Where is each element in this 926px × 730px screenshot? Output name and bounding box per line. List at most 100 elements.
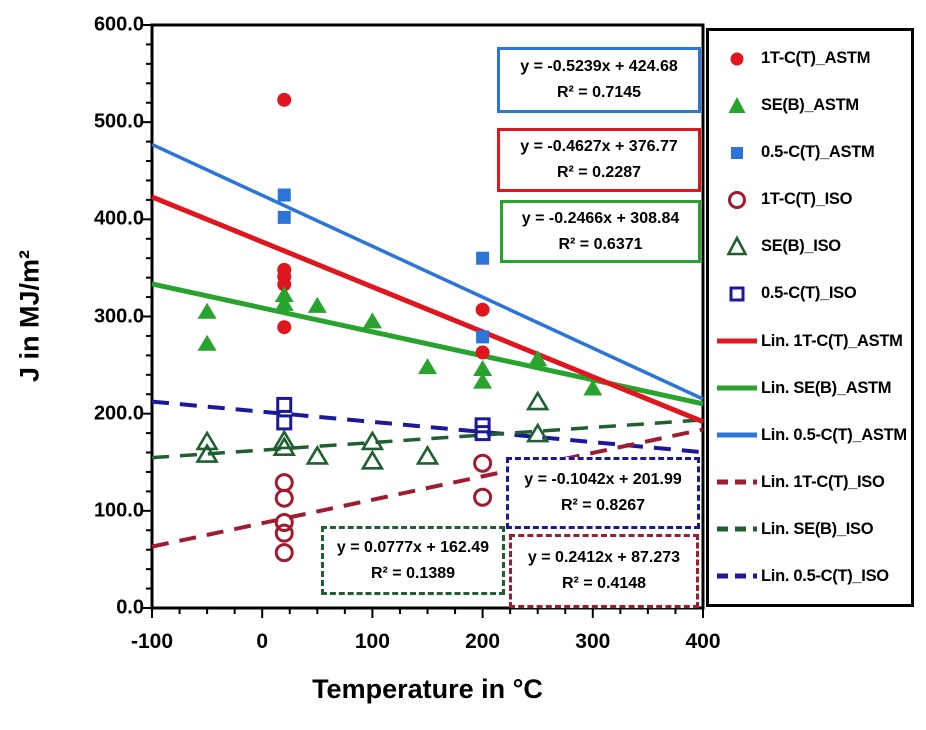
equation-text: R² = 0.1389: [370, 564, 456, 582]
data-point-se-b-iso: [360, 449, 385, 470]
data-point-0-5-c-t-astm: [277, 188, 291, 202]
x-tick-label: 300: [575, 630, 611, 653]
square-marker-swatch: [731, 146, 743, 159]
y-tick-label: 300.0: [93, 305, 144, 327]
x-tick-label: -100: [130, 630, 174, 653]
equation-text: R² = 0.4148: [561, 575, 647, 592]
legend-item: Lin. 1T-C(T)_ASTM: [715, 319, 911, 363]
x-axis-title: Temperature in °C: [312, 674, 543, 704]
dashed-line-swatch: [717, 573, 757, 579]
legend-marker-icon: [730, 52, 744, 66]
data-point-se-b-iso: [305, 444, 330, 465]
solid-line-swatch: [717, 338, 757, 344]
equation-box: y = -0.5239x + 424.68 R² = 0.7145: [497, 47, 701, 113]
equation-box: y = -0.2466x + 308.84 R² = 0.6371: [500, 200, 701, 263]
legend-item-label: Lin. 1T-C(T)_ASTM: [761, 331, 903, 350]
legend-item: 1T-C(T)_ISO: [715, 178, 911, 222]
legend-item-label: SE(B)_ASTM: [761, 96, 859, 115]
y-tick-label: 600.0: [93, 13, 144, 36]
legend-item: 0.5-C(T)_ISO: [715, 272, 911, 316]
data-point-se-b-astm: [197, 302, 217, 319]
legend-item-label: 0.5-C(T)_ISO: [761, 284, 857, 303]
data-point-1t-c-t-astm: [277, 277, 292, 292]
data-point-0-5-c-t-astm: [277, 210, 291, 224]
equation-box: y = -0.4627x + 376.77 R² = 0.2287: [497, 128, 701, 192]
data-point-se-b-iso: [272, 429, 297, 450]
y-axis-title: J in MJ/m²: [14, 249, 45, 383]
data-point-0-5-c-t-astm: [476, 330, 490, 344]
circle-marker-swatch: [730, 52, 744, 66]
legend-item-label: Lin. SE(B)_ASTM: [761, 378, 892, 397]
trendline-lin-1t-c-t-iso: [151, 427, 704, 549]
data-point-se-b-astm: [274, 286, 294, 303]
trendline-lin-0-5-c-t-astm: [151, 142, 704, 401]
legend-item: Lin. SE(B)_ASTM: [715, 366, 911, 410]
legend-marker-icon: [728, 190, 746, 209]
triangle-marker-swatch: [728, 96, 746, 113]
equation-box: y = 0.2412x + 87.273 R² = 0.4148: [509, 534, 699, 608]
square-marker-swatch: [729, 286, 745, 302]
equation-box: y = 0.0777x + 162.49 R² = 0.1389: [321, 526, 505, 595]
data-point-1t-c-t-iso: [274, 512, 294, 532]
data-point-se-b-astm: [197, 334, 217, 351]
data-point-se-b-iso: [272, 436, 297, 457]
equation-text: y = 0.0777x + 162.49: [336, 538, 490, 556]
legend-item: Lin. SE(B)_ISO: [715, 507, 911, 551]
legend-item-label: Lin. SE(B)_ISO: [761, 519, 874, 538]
data-point-0-5-c-t-astm: [476, 251, 490, 265]
data-point-se-b-astm: [583, 379, 603, 396]
equation-text: y = -0.5239x + 424.68: [520, 58, 678, 76]
dashed-line-swatch: [717, 526, 757, 532]
trendline-lin-1t-c-t-astm: [151, 194, 704, 425]
data-point-se-b-iso: [195, 442, 219, 463]
data-point-se-b-astm: [274, 294, 294, 311]
data-point-1t-c-t-iso: [473, 453, 493, 473]
legend-item-label: Lin. 0.5-C(T)_ASTM: [761, 425, 907, 444]
legend-marker-icon: [731, 146, 743, 159]
x-tick-label: 0: [256, 630, 269, 653]
legend-item: 1T-C(T)_ASTM: [715, 37, 911, 81]
data-point-se-b-astm: [362, 312, 382, 329]
data-point-se-b-astm: [528, 350, 548, 367]
equation-text: R² = 0.6371: [558, 235, 643, 253]
data-point-se-b-astm: [473, 372, 493, 389]
chart-legend: 1T-C(T)_ASTM SE(B)_ASTM 0.5-C(T)_ASTM 1T-C(…: [706, 28, 914, 607]
legend-item-label: SE(B)_ISO: [761, 237, 841, 256]
legend-marker-icon: [729, 286, 745, 302]
equation-text: y = -0.1042x + 201.99: [524, 471, 682, 489]
dashed-line-swatch: [717, 479, 757, 485]
legend-item: Lin. 1T-C(T)_ISO: [715, 460, 911, 504]
equation-text: R² = 0.8267: [560, 497, 646, 514]
legend-item: 0.5-C(T)_ASTM: [715, 131, 911, 175]
equation-box: y = -0.1042x + 201.99 R² = 0.8267: [506, 457, 700, 529]
equation-text: R² = 0.2287: [556, 164, 642, 181]
data-point-se-b-iso: [525, 422, 550, 443]
legend-marker-icon: [728, 96, 746, 113]
data-point-se-b-astm: [307, 296, 327, 313]
legend-item: SE(B)_ISO: [715, 225, 911, 269]
data-point-0-5-c-t-iso: [276, 414, 293, 431]
data-point-1t-c-t-iso: [473, 487, 493, 507]
legend-item-label: Lin. 0.5-C(T)_ISO: [761, 566, 889, 585]
legend-item: Lin. 0.5-C(T)_ASTM: [715, 413, 911, 457]
data-point-1t-c-t-iso: [274, 488, 294, 508]
y-tick-label: 200.0: [93, 402, 144, 425]
data-point-se-b-iso: [525, 390, 550, 411]
triangle-marker-swatch: [726, 235, 748, 256]
y-tick-label: 0.0: [116, 596, 144, 619]
legend-item: Lin. 0.5-C(T)_ISO: [715, 554, 911, 598]
legend-item-label: 1T-C(T)_ISO: [761, 190, 853, 209]
y-tick-label: 100.0: [93, 499, 144, 522]
x-tick-label: 400: [685, 630, 721, 653]
data-point-se-b-iso: [415, 444, 440, 465]
y-tick-label: 500.0: [93, 110, 144, 133]
equation-text: y = -0.4627x + 376.77: [520, 138, 678, 156]
solid-line-swatch: [717, 432, 757, 438]
data-point-1t-c-t-astm: [475, 345, 490, 360]
equation-text: y = 0.2412x + 87.273: [527, 549, 681, 567]
y-tick-label: 400.0: [93, 207, 144, 230]
equation-text: y = -0.2466x + 308.84: [521, 209, 680, 227]
data-point-1t-c-t-astm: [277, 92, 292, 107]
x-tick-label: 200: [465, 630, 501, 653]
